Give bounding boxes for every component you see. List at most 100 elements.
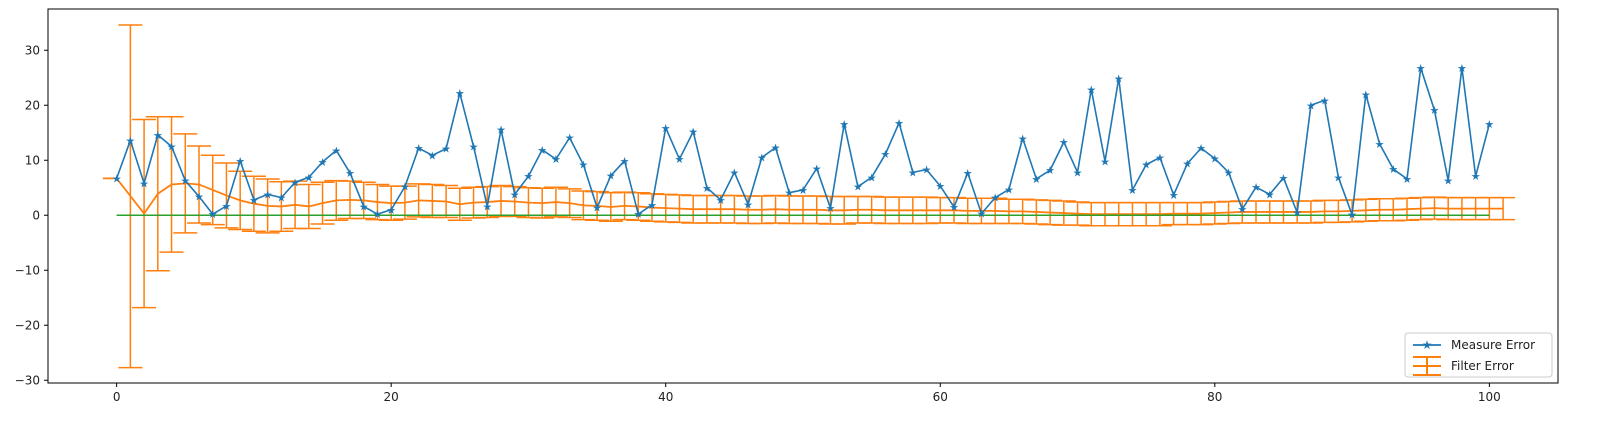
- measure-error-point: ★: [1004, 183, 1014, 196]
- measure-error-point: ★: [469, 141, 479, 154]
- y-tick-label: 0: [32, 208, 40, 222]
- measure-error-point: ★: [1128, 184, 1138, 197]
- measure-error-point: ★: [276, 192, 286, 205]
- measure-error-point: ★: [194, 191, 204, 204]
- measure-error-point: ★: [1031, 173, 1041, 186]
- measure-error-point: ★: [208, 208, 218, 221]
- measure-error-point: ★: [784, 187, 794, 200]
- measure-error-point: ★: [1471, 170, 1481, 183]
- measure-error-point: ★: [153, 129, 163, 142]
- measure-error-point: ★: [524, 170, 534, 183]
- measure-error-point: ★: [935, 180, 945, 193]
- measure-error-point: ★: [1457, 62, 1467, 75]
- filter-error-series: [102, 24, 1516, 369]
- measure-error-point: ★: [1210, 153, 1220, 166]
- measure-error-point: ★: [1182, 158, 1192, 171]
- measure-error-point: ★: [455, 87, 465, 100]
- measure-error-point: ★: [1320, 94, 1330, 107]
- measure-error-point: ★: [716, 194, 726, 207]
- measure-error-point: ★: [1141, 159, 1151, 172]
- x-tick-label: 60: [933, 390, 948, 404]
- legend: ★ Measure Error Filter Error: [1404, 332, 1553, 378]
- measure-error-point: ★: [167, 141, 177, 154]
- x-tick-label: 80: [1207, 390, 1222, 404]
- measure-error-point: ★: [853, 181, 863, 194]
- measure-error-point: ★: [1224, 166, 1234, 179]
- measure-error-point: ★: [1333, 171, 1343, 184]
- measure-error-point: ★: [1045, 164, 1055, 177]
- y-axis: −30 −20 −10 0 10 20 30: [15, 43, 48, 387]
- measure-error-point: ★: [1402, 173, 1412, 186]
- measure-error-point: ★: [578, 159, 588, 172]
- measure-error-point: ★: [1443, 175, 1453, 188]
- measure-error-point: ★: [867, 171, 877, 184]
- measure-error-point: ★: [565, 132, 575, 145]
- x-tick-label: 20: [384, 390, 399, 404]
- measure-error-point: ★: [1196, 142, 1206, 155]
- measure-error-point: ★: [1416, 62, 1426, 75]
- measure-error-point: ★: [977, 208, 987, 221]
- filter-error-line: [102, 177, 1504, 216]
- measure-error-point: ★: [1375, 138, 1385, 151]
- measure-error-point: ★: [798, 184, 808, 197]
- measure-error-point: ★: [359, 200, 369, 213]
- y-tick-label: −20: [15, 318, 40, 332]
- measure-error-point: ★: [400, 181, 410, 194]
- x-tick-label: 0: [113, 390, 121, 404]
- measure-error-point: ★: [949, 201, 959, 214]
- measure-error-point: ★: [826, 202, 836, 215]
- measure-error-point: ★: [633, 208, 643, 221]
- measure-error-point: ★: [1114, 72, 1124, 85]
- x-axis: 0 20 40 60 80 100: [113, 383, 1501, 404]
- measure-error-point: ★: [592, 202, 602, 215]
- measure-error-point: ★: [496, 123, 506, 136]
- measure-error-point: ★: [263, 188, 273, 201]
- legend-measure-marker: ★: [1422, 338, 1433, 352]
- measure-error-point: ★: [729, 166, 739, 179]
- y-tick-label: 30: [25, 43, 40, 57]
- measure-error-point: ★: [1086, 83, 1096, 96]
- measure-error-point: ★: [1100, 155, 1110, 168]
- measure-error-point: ★: [675, 153, 685, 166]
- measure-error-point: ★: [1361, 88, 1371, 101]
- measure-error-point: ★: [427, 149, 437, 162]
- measure-error-point: ★: [1279, 172, 1289, 185]
- measure-error-point: ★: [1306, 99, 1316, 112]
- measure-error-point: ★: [812, 163, 822, 176]
- measure-error-point: ★: [180, 175, 190, 188]
- y-tick-label: 10: [25, 153, 40, 167]
- measure-error-point: ★: [1155, 152, 1165, 165]
- x-tick-label: 40: [658, 390, 673, 404]
- measure-error-point: ★: [990, 192, 1000, 205]
- measure-error-point: ★: [1073, 166, 1083, 179]
- measure-error-point: ★: [1430, 104, 1440, 117]
- measure-error-point: ★: [125, 134, 135, 147]
- legend-measure-label: Measure Error: [1451, 338, 1535, 352]
- measure-error-point: ★: [757, 152, 767, 165]
- measure-error-point: ★: [894, 117, 904, 130]
- measure-error-point: ★: [647, 199, 657, 212]
- measure-error-point: ★: [318, 156, 328, 169]
- measure-error-point: ★: [1388, 163, 1398, 176]
- y-tick-label: 20: [25, 98, 40, 112]
- measure-error-point: ★: [702, 182, 712, 195]
- measure-error-line: [115, 67, 1491, 216]
- measure-error-point: ★: [414, 142, 424, 155]
- measure-error-point: ★: [908, 166, 918, 179]
- measure-error-point: ★: [345, 167, 355, 180]
- measure-error-point: ★: [1292, 207, 1302, 220]
- y-tick-label: −10: [15, 263, 40, 277]
- measure-error-point: ★: [510, 188, 520, 201]
- legend-filter-label: Filter Error: [1451, 359, 1514, 373]
- measure-error-point: ★: [373, 208, 383, 221]
- measure-error-point: ★: [1265, 188, 1275, 201]
- measure-error-point: ★: [1169, 189, 1179, 202]
- measure-error-point: ★: [290, 176, 300, 189]
- measure-error-point: ★: [1018, 132, 1028, 145]
- measure-error-point: ★: [139, 177, 149, 190]
- measure-error-point: ★: [235, 155, 245, 168]
- measure-error-point: ★: [249, 194, 259, 207]
- measure-error-point: ★: [661, 122, 671, 135]
- measure-error-point: ★: [606, 170, 616, 183]
